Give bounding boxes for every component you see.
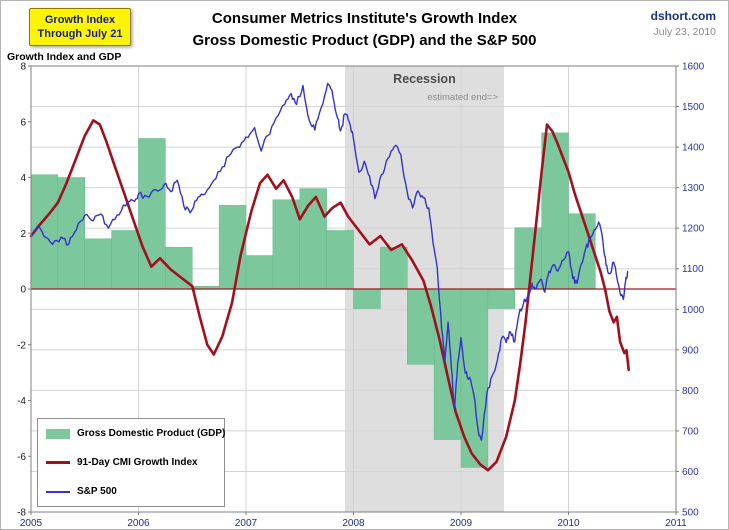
tick-label: 1100 bbox=[682, 264, 704, 275]
recession-label: Recession bbox=[393, 72, 456, 86]
tick-label: -8 bbox=[17, 508, 26, 519]
tick-label: 2007 bbox=[235, 518, 258, 529]
legend-item-cmi: 91-Day CMI Growth Index bbox=[46, 457, 216, 468]
tick-label: -6 bbox=[17, 452, 26, 463]
gdp-bars bbox=[30, 132, 596, 468]
tick-label: 600 bbox=[682, 467, 699, 478]
tick-label: 0 bbox=[20, 285, 26, 296]
tick-label: -4 bbox=[17, 396, 26, 407]
sp500-line bbox=[30, 82, 629, 441]
tick-label: 2009 bbox=[450, 518, 473, 529]
axis-labels: 8 6 4 2 0 -2 -4 -6 -8 1600 1500 1400 1300 1200 1100 100… bbox=[17, 62, 705, 530]
legend-label-sp500: S&P 500 bbox=[77, 486, 117, 497]
tick-label: 4 bbox=[20, 173, 26, 184]
sp500-swatch bbox=[46, 490, 70, 493]
left-axis-title: Growth Index and GDP bbox=[7, 51, 122, 63]
legend-item-sp500: S&P 500 bbox=[46, 486, 216, 497]
source-block: dshort.com July 23, 2010 bbox=[651, 9, 716, 38]
tick-label: 1000 bbox=[682, 305, 705, 316]
chart-title: Consumer Metrics Institute's Growth Inde… bbox=[136, 8, 593, 52]
cmi-swatch bbox=[46, 461, 70, 464]
tick-label: 2006 bbox=[127, 518, 150, 529]
tick-label: 1300 bbox=[682, 183, 705, 194]
tick-label: -2 bbox=[17, 340, 26, 351]
tick-label: 1200 bbox=[682, 224, 705, 235]
tick-label: 2 bbox=[20, 229, 26, 240]
tick-label: 2010 bbox=[557, 518, 580, 529]
badge-line2: Through July 21 bbox=[37, 28, 123, 40]
tick-label: 8 bbox=[20, 62, 26, 73]
legend-item-gdp: Gross Domestic Product (GDP) bbox=[46, 428, 225, 439]
legend-label-gdp: Gross Domestic Product (GDP) bbox=[77, 428, 226, 439]
tick-label: 800 bbox=[682, 386, 699, 397]
source-date: July 23, 2010 bbox=[653, 26, 716, 38]
tick-label: 1400 bbox=[682, 143, 705, 154]
growth-index-badge: Growth Index Through July 21 bbox=[29, 8, 131, 46]
badge-line1: Growth Index bbox=[44, 14, 116, 26]
gdp-swatch bbox=[46, 428, 70, 439]
recession-estimated-end-label: estimated end=> bbox=[427, 92, 498, 103]
tick-label: 1600 bbox=[682, 62, 705, 73]
legend: Gross Domestic Product (GDP) 91-Day CMI … bbox=[37, 418, 225, 507]
tick-label: 1500 bbox=[682, 102, 705, 113]
tick-label: 2011 bbox=[665, 518, 687, 529]
cmi-line bbox=[29, 119, 631, 472]
tick-label: 2008 bbox=[342, 518, 365, 529]
source-site: dshort.com bbox=[650, 9, 716, 23]
tick-label: 700 bbox=[682, 426, 699, 437]
title-line2: Gross Domestic Product (GDP) and the S&P… bbox=[192, 32, 537, 49]
recession-labels: Recession estimated end=> bbox=[393, 72, 498, 103]
tick-label: 2005 bbox=[20, 518, 43, 529]
tick-label: 900 bbox=[682, 345, 699, 356]
tick-label: 6 bbox=[20, 117, 26, 128]
legend-label-cmi: 91-Day CMI Growth Index bbox=[77, 457, 198, 468]
title-line1: Consumer Metrics Institute's Growth Inde… bbox=[211, 10, 518, 27]
tick-label: 500 bbox=[682, 508, 699, 519]
